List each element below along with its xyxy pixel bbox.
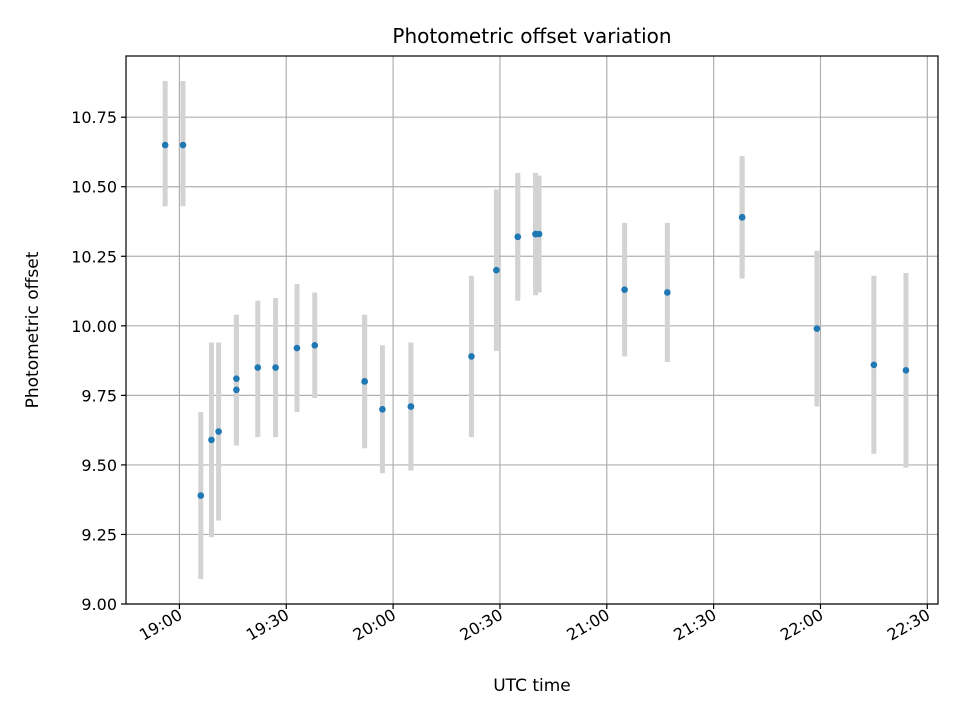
chart-title: Photometric offset variation	[392, 24, 671, 48]
data-point	[197, 492, 205, 499]
x-tick-label: 21:00	[563, 605, 612, 645]
y-tick-label: 10.00	[71, 317, 117, 336]
data-point	[621, 286, 628, 293]
data-point	[161, 141, 169, 149]
x-tick-label: 20:30	[457, 605, 506, 645]
data-point	[233, 375, 240, 382]
data-point	[407, 403, 415, 410]
y-tick-label: 9.50	[81, 456, 117, 475]
data-point	[902, 367, 910, 374]
y-tick-label: 10.75	[71, 108, 117, 127]
x-tick-label: 19:00	[136, 605, 185, 645]
x-axis-label: UTC time	[493, 676, 571, 696]
y-tick-label: 9.75	[81, 386, 117, 405]
data-point	[870, 361, 878, 369]
x-tick-label: 19:30	[243, 605, 292, 645]
x-tick-label: 22:00	[777, 605, 826, 645]
data-point	[493, 266, 500, 274]
data-points	[161, 141, 910, 499]
data-point	[468, 353, 475, 360]
data-point	[254, 364, 262, 371]
y-tick-label: 10.25	[71, 247, 117, 266]
data-point	[311, 341, 319, 349]
y-tick-label: 9.25	[81, 525, 117, 544]
x-tick-label: 20:00	[350, 605, 399, 645]
y-axis-label: Photometric offset	[23, 251, 43, 408]
data-point	[208, 436, 215, 444]
data-point	[293, 344, 301, 352]
y-tick-label: 9.00	[81, 595, 117, 614]
data-point	[664, 289, 671, 296]
y-tick-label: 10.50	[71, 178, 117, 197]
data-point	[379, 405, 386, 413]
data-point	[215, 428, 222, 435]
data-point	[361, 378, 368, 385]
plot-frame	[125, 55, 939, 605]
data-point	[813, 325, 821, 332]
data-point	[514, 233, 522, 241]
data-point	[738, 214, 746, 221]
plot-background	[126, 56, 938, 604]
x-tick-label: 22:30	[884, 605, 933, 645]
data-point	[272, 364, 279, 371]
x-tick-label: 21:30	[670, 605, 719, 645]
data-point	[535, 230, 543, 238]
data-point	[233, 386, 240, 394]
data-point	[179, 141, 187, 149]
